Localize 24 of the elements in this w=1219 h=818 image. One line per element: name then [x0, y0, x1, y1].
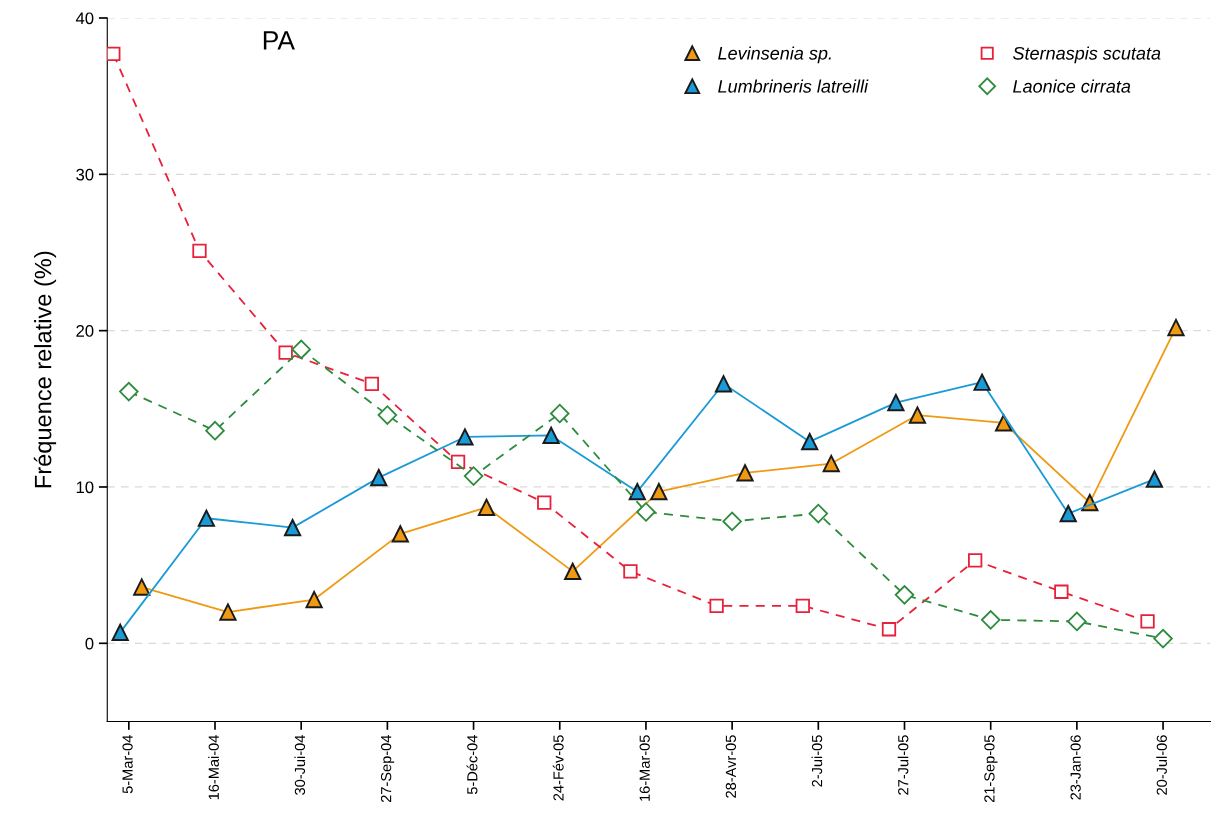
y-axis-title: Fréquence relative (%)	[33, 251, 57, 488]
x-tick-label: 24-Fév-05	[552, 735, 564, 801]
x-tick-label: 5-Mar-04	[122, 735, 133, 794]
x-tick-label: 27-Jul-05	[897, 735, 909, 795]
x-tick-label: 27-Sep-04	[380, 735, 395, 803]
x-tick-label: 16-Mar-05	[639, 735, 650, 801]
annotation: PA	[263, 31, 295, 50]
x-tick-label: 30-Jui-04	[294, 735, 306, 795]
legend-label: Laonice cirrata	[1013, 79, 1131, 93]
x-tick-label: 23-Jan-06	[1070, 735, 1081, 800]
y-tick-label: 30	[76, 168, 94, 181]
y-tick-label: 10	[76, 481, 94, 494]
x-tick-label: 28-Avr-05	[725, 735, 737, 798]
x-tick-label: 2-Jui-05	[811, 735, 823, 787]
x-tick-label: 16-Mai-04	[208, 735, 219, 800]
x-tick-label: 20-Jul-06	[1156, 735, 1167, 795]
x-tick-label: 5-Déc-04	[466, 735, 478, 795]
y-tick-label: 20	[76, 325, 94, 337]
legend-label: Lumbrineris latreilli	[718, 79, 869, 93]
x-tick-label: 21-Sep-05	[984, 735, 998, 803]
y-tick-label: 40	[75, 12, 94, 25]
legend-label: Sternaspis scutata	[1013, 46, 1161, 64]
legend-label: Levinsenia sp.	[718, 46, 831, 64]
y-tick-label: 0	[85, 637, 94, 650]
